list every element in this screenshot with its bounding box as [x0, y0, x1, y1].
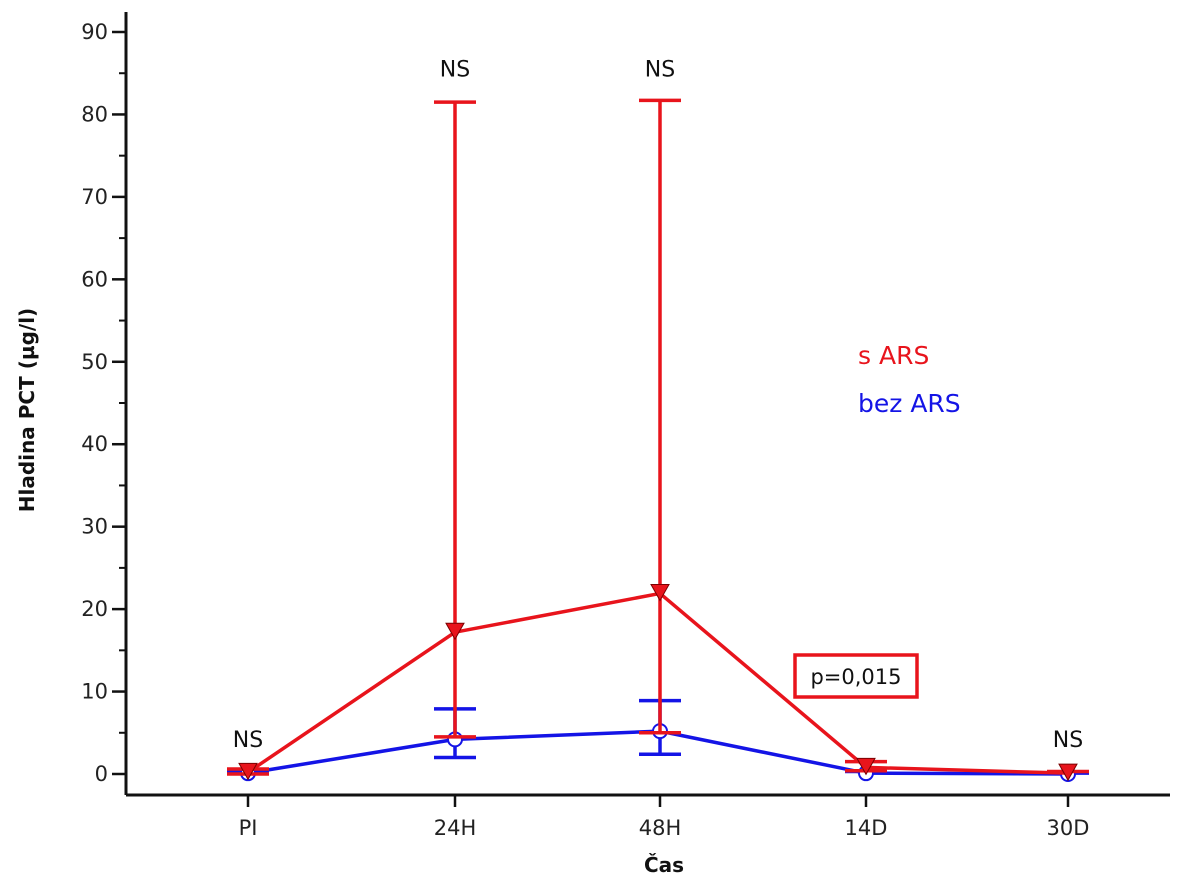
y-tick-label: 30 [81, 515, 108, 539]
y-tick-label: 40 [81, 432, 108, 456]
x-tick-label: 24H [434, 816, 477, 840]
y-tick-label: 60 [81, 267, 108, 291]
significance-label: NS [645, 58, 675, 83]
data-point-s-ars [1058, 763, 1078, 782]
legend-label-bez-ars: bez ARS [858, 389, 961, 418]
series-s-ars [227, 98, 1089, 782]
x-tick-label: 14D [845, 816, 888, 840]
p-value-label: p=0,015 [810, 665, 901, 689]
data-point-s-ars [445, 622, 465, 641]
y-tick-label: 70 [81, 185, 108, 209]
y-axis-title: Hladina PCT (µg/l) [15, 308, 39, 512]
data-point-s-ars [650, 583, 670, 602]
y-tick-label: 10 [81, 680, 108, 704]
y-tick-label: 20 [81, 597, 108, 621]
legend: s ARS bez ARS [858, 341, 961, 418]
series-line-s-ars [247, 591, 1069, 775]
p-value-frame [793, 653, 919, 699]
data-point-s-ars [856, 757, 876, 776]
x-axis-title: Čas [644, 853, 684, 877]
series-layer [227, 98, 1089, 782]
x-tick-label: 30D [1047, 816, 1090, 840]
significance-label: NS [440, 58, 470, 83]
significance-label: NS [1053, 728, 1083, 753]
p-value-box: p=0,015 [793, 653, 919, 699]
legend-label-s-ars: s ARS [858, 341, 929, 370]
y-tick-label: 0 [95, 762, 108, 786]
y-tick-label: 50 [81, 350, 108, 374]
significance-label: NS [233, 728, 263, 753]
y-tick-label: 90 [81, 20, 108, 44]
x-tick-label: 48H [639, 816, 682, 840]
annotation-layer: NS NS NS NS [233, 58, 1083, 753]
y-tick-label: 80 [81, 102, 108, 126]
axes: 0 10 20 30 40 50 60 70 80 90 PI 24H 48H 14D 30D [81, 12, 1170, 840]
data-point-s-ars [238, 762, 258, 781]
x-tick-label: PI [239, 816, 258, 840]
